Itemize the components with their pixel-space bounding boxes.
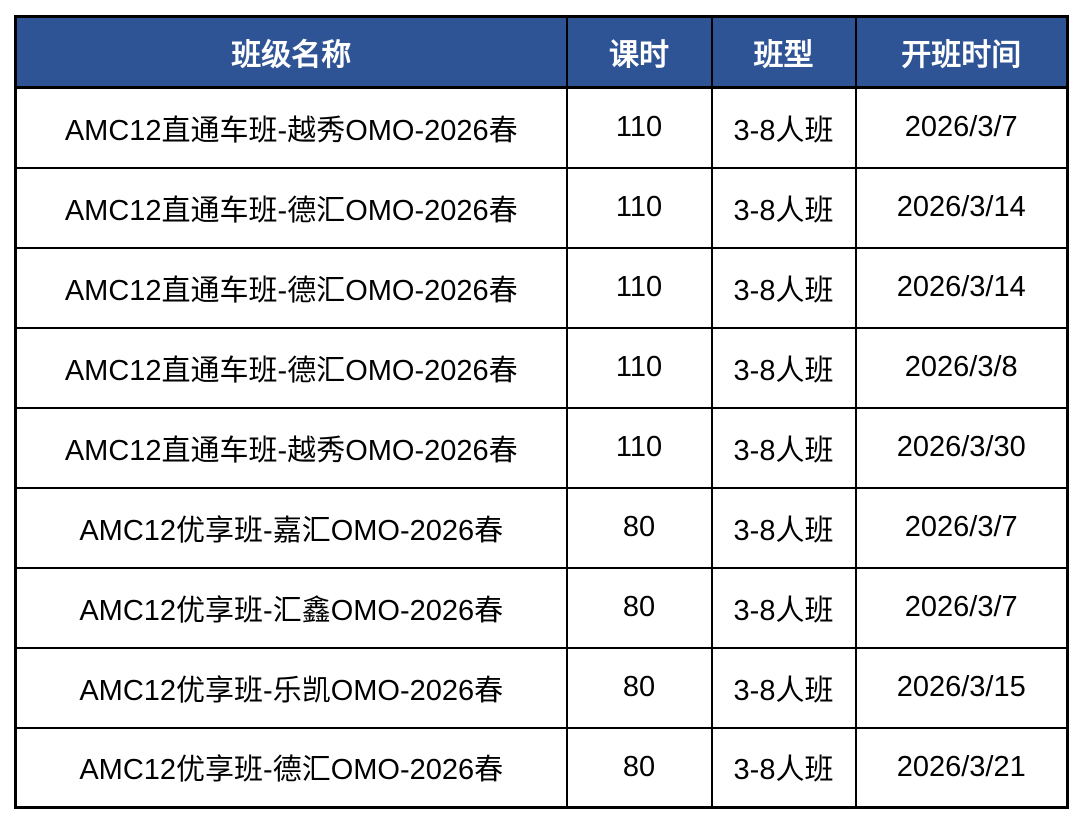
class-name-cell: AMC12直通车班-德汇OMO-2026春 bbox=[14, 246, 568, 329]
column-header-class-type: 班型 bbox=[710, 15, 857, 89]
column-header-start-date: 开班时间 bbox=[854, 15, 1069, 89]
start-date-cell: 2026/3/7 bbox=[854, 86, 1069, 169]
start-date-cell: 2026/3/14 bbox=[854, 246, 1069, 329]
start-date-cell: 2026/3/14 bbox=[854, 166, 1069, 249]
class-type-cell: 3-8人班 bbox=[710, 726, 857, 809]
hours-cell: 110 bbox=[565, 246, 713, 329]
class-type-cell: 3-8人班 bbox=[710, 86, 857, 169]
class-schedule-table: 班级名称 课时 班型 开班时间 AMC12直通车班-越秀OMO-2026春 11… bbox=[14, 15, 1069, 809]
hours-cell: 80 bbox=[565, 646, 713, 729]
class-name-cell: AMC12直通车班-德汇OMO-2026春 bbox=[14, 326, 568, 409]
class-name-cell: AMC12直通车班-德汇OMO-2026春 bbox=[14, 166, 568, 249]
table-row: AMC12优享班-德汇OMO-2026春 80 3-8人班 2026/3/21 bbox=[14, 726, 1069, 809]
class-name-cell: AMC12优享班-嘉汇OMO-2026春 bbox=[14, 486, 568, 569]
start-date-cell: 2026/3/7 bbox=[854, 566, 1069, 649]
column-header-hours: 课时 bbox=[565, 15, 713, 89]
class-type-cell: 3-8人班 bbox=[710, 566, 857, 649]
hours-cell: 110 bbox=[565, 326, 713, 409]
hours-cell: 80 bbox=[565, 486, 713, 569]
start-date-cell: 2026/3/7 bbox=[854, 486, 1069, 569]
start-date-cell: 2026/3/15 bbox=[854, 646, 1069, 729]
class-type-cell: 3-8人班 bbox=[710, 326, 857, 409]
class-type-cell: 3-8人班 bbox=[710, 406, 857, 489]
start-date-cell: 2026/3/21 bbox=[854, 726, 1069, 809]
hours-cell: 80 bbox=[565, 566, 713, 649]
column-header-class-name: 班级名称 bbox=[14, 15, 568, 89]
class-type-cell: 3-8人班 bbox=[710, 646, 857, 729]
header-row: 班级名称 课时 班型 开班时间 bbox=[14, 15, 1069, 89]
class-type-cell: 3-8人班 bbox=[710, 486, 857, 569]
table-row: AMC12直通车班-德汇OMO-2026春 110 3-8人班 2026/3/1… bbox=[14, 166, 1069, 249]
class-name-cell: AMC12直通车班-越秀OMO-2026春 bbox=[14, 406, 568, 489]
table-body: AMC12直通车班-越秀OMO-2026春 110 3-8人班 2026/3/7… bbox=[14, 86, 1069, 809]
table-row: AMC12直通车班-越秀OMO-2026春 110 3-8人班 2026/3/3… bbox=[14, 406, 1069, 489]
table-row: AMC12优享班-汇鑫OMO-2026春 80 3-8人班 2026/3/7 bbox=[14, 566, 1069, 649]
table-row: AMC12优享班-嘉汇OMO-2026春 80 3-8人班 2026/3/7 bbox=[14, 486, 1069, 569]
class-name-cell: AMC12优享班-乐凯OMO-2026春 bbox=[14, 646, 568, 729]
class-type-cell: 3-8人班 bbox=[710, 246, 857, 329]
start-date-cell: 2026/3/30 bbox=[854, 406, 1069, 489]
class-type-cell: 3-8人班 bbox=[710, 166, 857, 249]
table-row: AMC12直通车班-德汇OMO-2026春 110 3-8人班 2026/3/1… bbox=[14, 246, 1069, 329]
class-name-cell: AMC12直通车班-越秀OMO-2026春 bbox=[14, 86, 568, 169]
table-row: AMC12直通车班-德汇OMO-2026春 110 3-8人班 2026/3/8 bbox=[14, 326, 1069, 409]
hours-cell: 110 bbox=[565, 406, 713, 489]
class-name-cell: AMC12优享班-德汇OMO-2026春 bbox=[14, 726, 568, 809]
hours-cell: 110 bbox=[565, 86, 713, 169]
hours-cell: 110 bbox=[565, 166, 713, 249]
table-header: 班级名称 课时 班型 开班时间 bbox=[14, 15, 1069, 89]
hours-cell: 80 bbox=[565, 726, 713, 809]
start-date-cell: 2026/3/8 bbox=[854, 326, 1069, 409]
table-row: AMC12直通车班-越秀OMO-2026春 110 3-8人班 2026/3/7 bbox=[14, 86, 1069, 169]
table-row: AMC12优享班-乐凯OMO-2026春 80 3-8人班 2026/3/15 bbox=[14, 646, 1069, 729]
class-name-cell: AMC12优享班-汇鑫OMO-2026春 bbox=[14, 566, 568, 649]
